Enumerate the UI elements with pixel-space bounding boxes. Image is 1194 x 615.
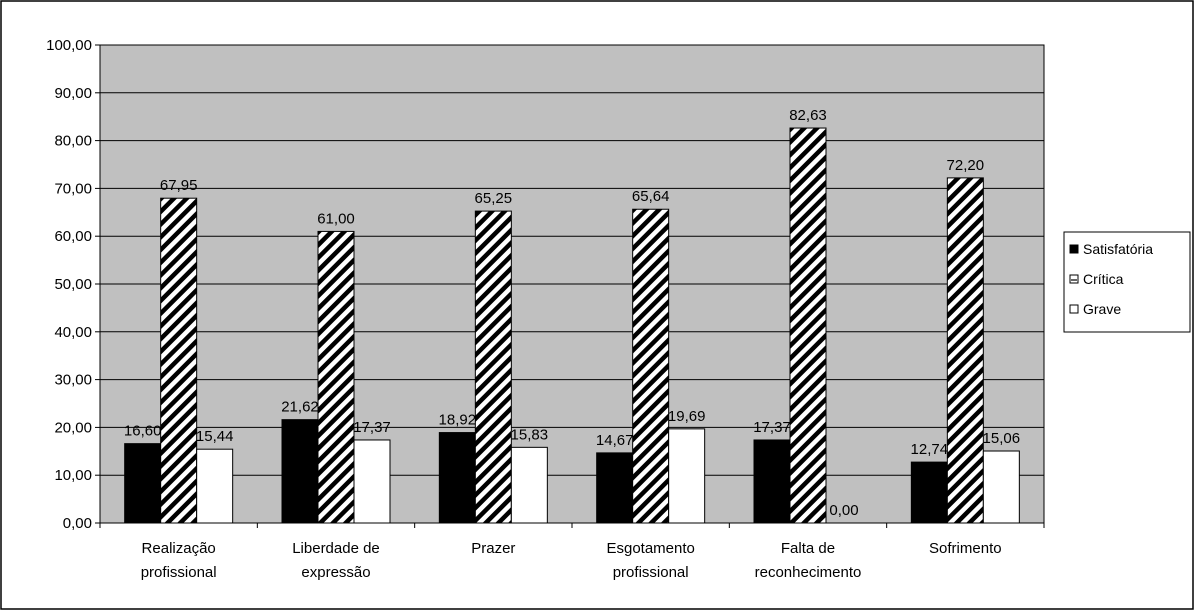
gridlines — [100, 44, 1044, 524]
data-label: 72,20 — [947, 157, 985, 174]
bar-satisfatória — [596, 452, 634, 524]
legend-key-grave — [1069, 304, 1079, 314]
legend-label: Crítica — [1083, 271, 1124, 287]
bar-satisfatória — [438, 432, 476, 524]
data-label: 18,92 — [439, 412, 477, 429]
data-label: 17,37 — [353, 419, 391, 436]
x-tick-label: Liberdade de — [292, 540, 380, 557]
bar-grave — [668, 428, 706, 524]
y-tick-label: 60,00 — [54, 228, 92, 245]
y-axis-ticks: 0,00 10,00 20,00 30,00 40,00 50,00 60,00 70,00 8… — [46, 37, 100, 532]
data-label: 0,00 — [829, 502, 858, 519]
x-tick-label: profissional — [141, 564, 217, 581]
legend-key-crítica — [1069, 274, 1079, 284]
data-label: 65,25 — [475, 190, 513, 207]
bar-satisfatória — [124, 443, 162, 524]
y-tick-label: 80,00 — [54, 133, 92, 150]
legend-label: Grave — [1083, 301, 1121, 317]
bar-satisfatória — [281, 419, 319, 524]
data-label: 21,62 — [281, 399, 319, 416]
data-label: 65,64 — [632, 188, 670, 205]
bar-grave — [353, 439, 391, 524]
bar-crítica — [632, 208, 670, 524]
y-tick-label: 0,00 — [63, 515, 92, 532]
data-label: 14,67 — [596, 432, 634, 449]
y-tick-label: 20,00 — [54, 419, 92, 436]
x-tick-label: profissional — [613, 564, 689, 581]
y-tick-label: 100,00 — [46, 37, 92, 54]
x-tick-label: expressão — [301, 564, 370, 581]
data-label: 15,06 — [983, 430, 1021, 447]
x-tick-label: Realização — [142, 540, 216, 557]
y-tick-label: 30,00 — [54, 372, 92, 389]
legend-key-satisfatória — [1069, 244, 1079, 254]
data-label: 67,95 — [160, 177, 198, 194]
x-tick-label: Prazer — [471, 540, 515, 557]
data-labels: 16,60 67,95 15,44 21,62 61,00 17,37 18,92 65,25… — [124, 107, 1020, 519]
x-axis-ticks: Realização profissional Liberdade de expres… — [99, 523, 1045, 581]
data-label: 15,83 — [511, 426, 549, 443]
data-label: 19,69 — [668, 408, 706, 425]
data-label: 82,63 — [789, 107, 827, 124]
bar-crítica — [789, 127, 827, 524]
x-tick-label: reconhecimento — [755, 564, 862, 581]
bar-satisfatória — [753, 439, 791, 524]
y-tick-label: 90,00 — [54, 85, 92, 102]
bar-satisfatória — [910, 461, 948, 524]
data-label: 61,00 — [317, 210, 355, 227]
legend-box — [1063, 231, 1191, 333]
y-tick-label: 50,00 — [54, 276, 92, 293]
bars — [124, 127, 1020, 524]
y-tick-label: 10,00 — [54, 467, 92, 484]
y-tick-label: 70,00 — [54, 180, 92, 197]
x-tick-label: Sofrimento — [929, 540, 1002, 557]
data-label: 17,37 — [753, 419, 791, 436]
bar-crítica — [160, 197, 198, 524]
bar-crítica — [474, 210, 512, 524]
legend: Satisfatória Crítica Grave — [1063, 231, 1191, 333]
x-tick-label: Esgotamento — [606, 540, 694, 557]
bar-grave — [982, 450, 1020, 524]
bar-grave — [510, 446, 548, 524]
legend-label: Satisfatória — [1083, 241, 1153, 257]
data-label: 12,74 — [911, 441, 949, 458]
data-label: 15,44 — [196, 428, 234, 445]
bar-crítica — [317, 230, 355, 524]
data-label: 16,60 — [124, 423, 162, 440]
x-tick-label: Falta de — [781, 540, 835, 557]
bar-crítica — [946, 177, 984, 524]
bar-grave — [196, 448, 234, 524]
y-tick-label: 40,00 — [54, 324, 92, 341]
